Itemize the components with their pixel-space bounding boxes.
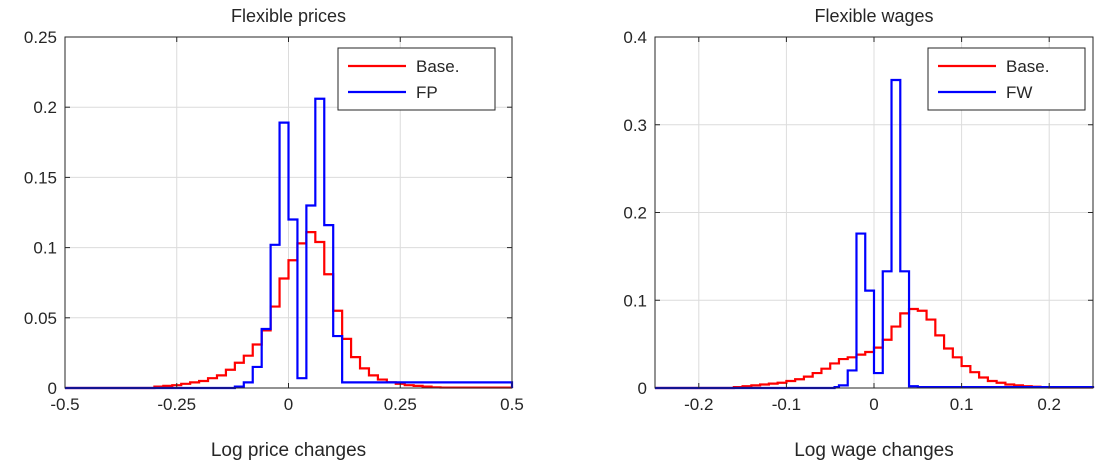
- chart-flexible-prices: -0.5 -0.25 0 0.25 0.5 0 0.05 0.1 0.15 0.2 0.25 Flex…: [24, 6, 524, 461]
- x-tick-label: 0: [869, 395, 878, 414]
- x-tick-label: 0: [284, 395, 293, 414]
- legend-label: FW: [1006, 83, 1032, 102]
- series-line-alt: [65, 97, 514, 390]
- x-tick-label: -0.2: [684, 395, 713, 414]
- x-tick-label: -0.1: [772, 395, 801, 414]
- y-tick-label: 0.3: [623, 116, 647, 135]
- x-axis-label: Log wage changes: [794, 440, 954, 461]
- chart-title: Flexible prices: [231, 6, 346, 26]
- x-axis-label: Log price changes: [211, 440, 366, 461]
- y-tick-label: 0.05: [24, 309, 57, 328]
- y-tick-label: 0.1: [623, 291, 647, 310]
- x-tick-label: -0.5: [50, 395, 79, 414]
- legend-label: Base.: [416, 57, 459, 76]
- x-tick-label: 0.5: [500, 395, 524, 414]
- x-tick-label: 0.1: [950, 395, 974, 414]
- x-tick-label: -0.25: [157, 395, 196, 414]
- y-tick-label: 0.1: [33, 239, 57, 258]
- y-tick-label: 0.2: [623, 204, 647, 223]
- legend: Base. FW: [927, 47, 1086, 111]
- y-tick-label: 0: [638, 379, 647, 398]
- legend-label: Base.: [1006, 57, 1049, 76]
- x-tick-label: 0.2: [1037, 395, 1061, 414]
- legend: Base. FP: [337, 47, 496, 111]
- chart-title: Flexible wages: [814, 6, 933, 26]
- legend-box: [337, 47, 496, 111]
- y-tick-label: 0.2: [33, 98, 57, 117]
- y-tick-label: 0: [48, 379, 57, 398]
- legend-label: FP: [416, 83, 438, 102]
- legend-box: [927, 47, 1086, 111]
- x-tick-label: 0.25: [384, 395, 417, 414]
- y-tick-label: 0.15: [24, 168, 57, 187]
- series-line-base: [655, 307, 1095, 390]
- chart-flexible-wages: -0.2 -0.1 0 0.1 0.2 0 0.1 0.2 0.3 0.4 Flexible wag…: [623, 6, 1095, 461]
- y-tick-label: 0.25: [24, 28, 57, 47]
- series-line-alt: [655, 78, 1095, 390]
- y-tick-label: 0.4: [623, 28, 647, 47]
